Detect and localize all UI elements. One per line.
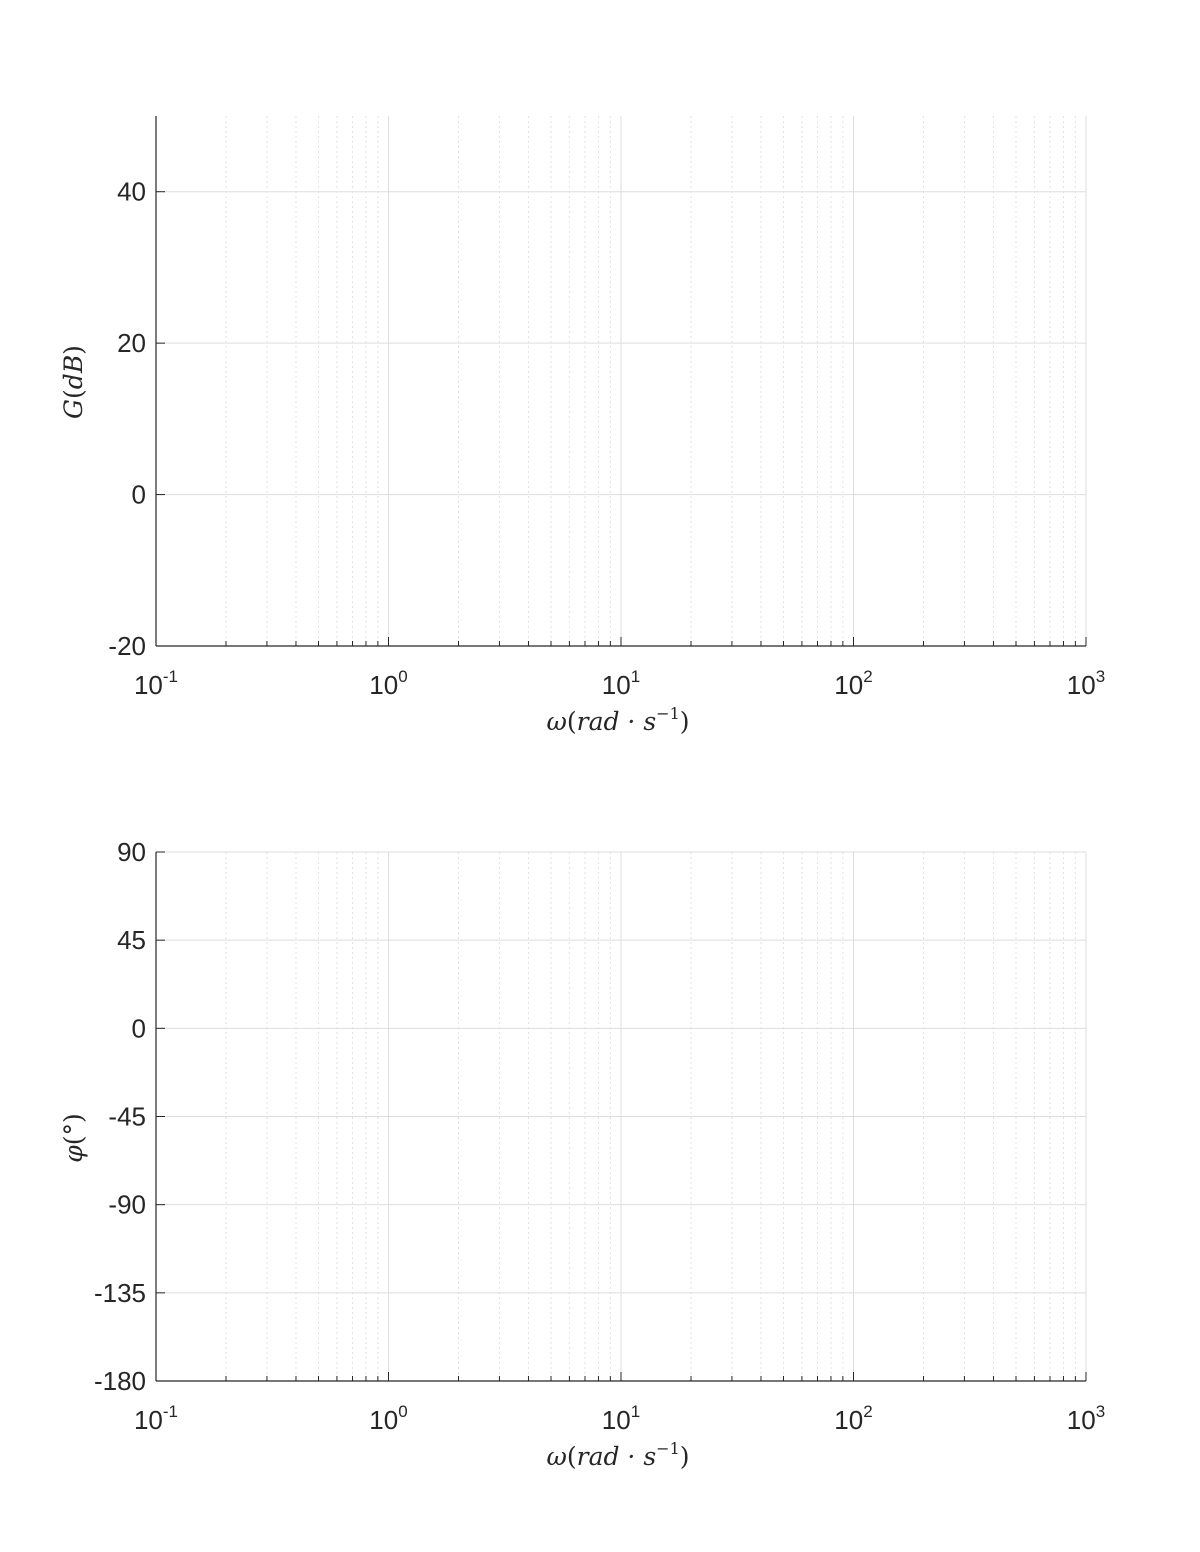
phase-plot: 10-1 100 101 102 103-180-135-90-4504590ω(rad… [59, 837, 1105, 1471]
x-axis-open-paren: ( [567, 1442, 577, 1471]
x-tick-label-base: 10 [369, 670, 398, 700]
x-tick-label-base: 10 [602, 1405, 631, 1435]
x-axis-close-paren: ) [680, 1442, 690, 1471]
y-tick-label: -20 [108, 631, 146, 661]
x-tick-label: 102 [834, 667, 872, 700]
y-tick-label: 45 [117, 925, 146, 955]
x-tick-label: 100 [369, 667, 407, 700]
x-tick-label: 101 [602, 1402, 640, 1435]
y-axis-units: ° [59, 1123, 88, 1136]
x-tick-label-exponent: 3 [1096, 1402, 1105, 1421]
y-axis-units: dB [59, 355, 88, 389]
x-tick-label-exponent: 0 [398, 667, 407, 686]
x-tick-label-base: 10 [1067, 670, 1096, 700]
x-tick-label: 100 [369, 1402, 407, 1435]
x-tick-label-base: 10 [602, 670, 631, 700]
x-tick-label-exponent: 2 [863, 667, 872, 686]
y-axis-close-paren: ) [59, 345, 88, 355]
x-axis-units-exponent: −1 [656, 704, 680, 723]
x-tick-label-base: 10 [834, 1405, 863, 1435]
y-axis-symbol: G [59, 399, 88, 419]
x-tick-label-exponent: 3 [1096, 667, 1105, 686]
x-tick-label: 101 [602, 667, 640, 700]
x-tick-label-exponent: -1 [163, 667, 178, 686]
y-tick-label: 0 [132, 480, 146, 510]
x-tick-label-exponent: -1 [163, 1402, 178, 1421]
x-tick-label-base: 10 [834, 670, 863, 700]
y-tick-label: -135 [94, 1278, 146, 1308]
y-axis-title: φ(°) [59, 1113, 88, 1163]
x-tick-label-base: 10 [1067, 1405, 1096, 1435]
x-axis-symbol: ω [546, 1442, 566, 1471]
y-axis-close-paren: ) [59, 1113, 88, 1123]
x-tick-label-exponent: 1 [631, 667, 640, 686]
x-tick-label-base: 10 [369, 1405, 398, 1435]
y-axis-title: G(dB) [59, 345, 88, 419]
y-tick-label: 0 [132, 1013, 146, 1043]
y-tick-label: -45 [108, 1102, 146, 1132]
x-tick-label-exponent: 2 [863, 1402, 872, 1421]
x-tick-label: 10-1 [134, 1402, 178, 1435]
y-tick-label: 90 [117, 837, 146, 867]
x-tick-label: 103 [1067, 667, 1105, 700]
y-axis-symbol: φ [59, 1145, 88, 1163]
x-axis-open-paren: ( [567, 707, 577, 736]
x-axis-units-exponent: −1 [656, 1439, 680, 1458]
x-tick-label-base: 10 [134, 1405, 163, 1435]
y-tick-label: -90 [108, 1190, 146, 1220]
x-axis-units: rad · s [577, 1442, 657, 1471]
x-axis-title: ω(rad · s−1) [546, 704, 689, 736]
x-axis-close-paren: ) [680, 707, 690, 736]
y-tick-label: -180 [94, 1366, 146, 1396]
x-tick-label: 103 [1067, 1402, 1105, 1435]
y-axis-open-paren: ( [59, 389, 88, 399]
y-tick-label: 20 [117, 328, 146, 358]
x-tick-label-exponent: 0 [398, 1402, 407, 1421]
x-tick-label-base: 10 [134, 670, 163, 700]
x-tick-label-exponent: 1 [631, 1402, 640, 1421]
x-axis-symbol: ω [546, 707, 566, 736]
x-tick-label: 10-1 [134, 667, 178, 700]
x-tick-label: 102 [834, 1402, 872, 1435]
x-axis-title: ω(rad · s−1) [546, 1439, 689, 1471]
y-axis-open-paren: ( [59, 1135, 88, 1145]
y-tick-label: 40 [117, 177, 146, 207]
x-axis-units: rad · s [577, 707, 657, 736]
